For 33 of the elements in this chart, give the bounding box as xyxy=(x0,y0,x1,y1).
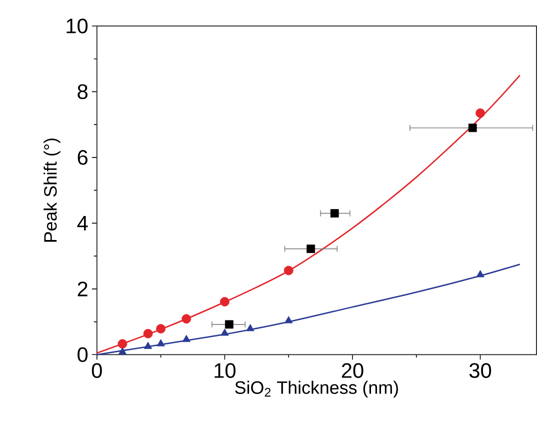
point xyxy=(118,339,128,349)
point xyxy=(284,266,294,276)
point xyxy=(246,324,254,332)
point xyxy=(476,270,484,278)
point xyxy=(224,320,234,329)
x-tick-label: 0 xyxy=(92,363,102,378)
point xyxy=(156,324,166,334)
y-tick-label: 4 xyxy=(77,216,88,231)
x-axis-title: SiO$_{2}$ Thickness (nm) xyxy=(235,381,398,398)
point xyxy=(182,314,192,324)
y-tick-label: 10 xyxy=(66,18,88,34)
line-series xyxy=(96,264,521,356)
point xyxy=(284,316,293,324)
x-tick-label: 10 xyxy=(214,363,236,378)
point xyxy=(220,297,230,307)
y-tick-label: 6 xyxy=(78,150,88,166)
point xyxy=(220,328,229,336)
y-tick-label: 2 xyxy=(78,282,88,296)
y-tick-label: 0 xyxy=(78,347,88,362)
point xyxy=(143,329,153,339)
point xyxy=(182,335,190,342)
point xyxy=(118,348,127,355)
line-series xyxy=(96,74,521,354)
point xyxy=(330,209,339,218)
x-tick-label: 30 xyxy=(469,363,492,378)
point xyxy=(144,342,152,350)
point xyxy=(306,244,316,254)
y-tick-label: 8 xyxy=(78,84,88,100)
y-axis-title: Peak Shift (°) xyxy=(44,138,60,242)
point xyxy=(156,339,165,346)
point xyxy=(476,108,485,118)
point xyxy=(468,124,477,132)
x-tick-label: 20 xyxy=(342,363,364,378)
